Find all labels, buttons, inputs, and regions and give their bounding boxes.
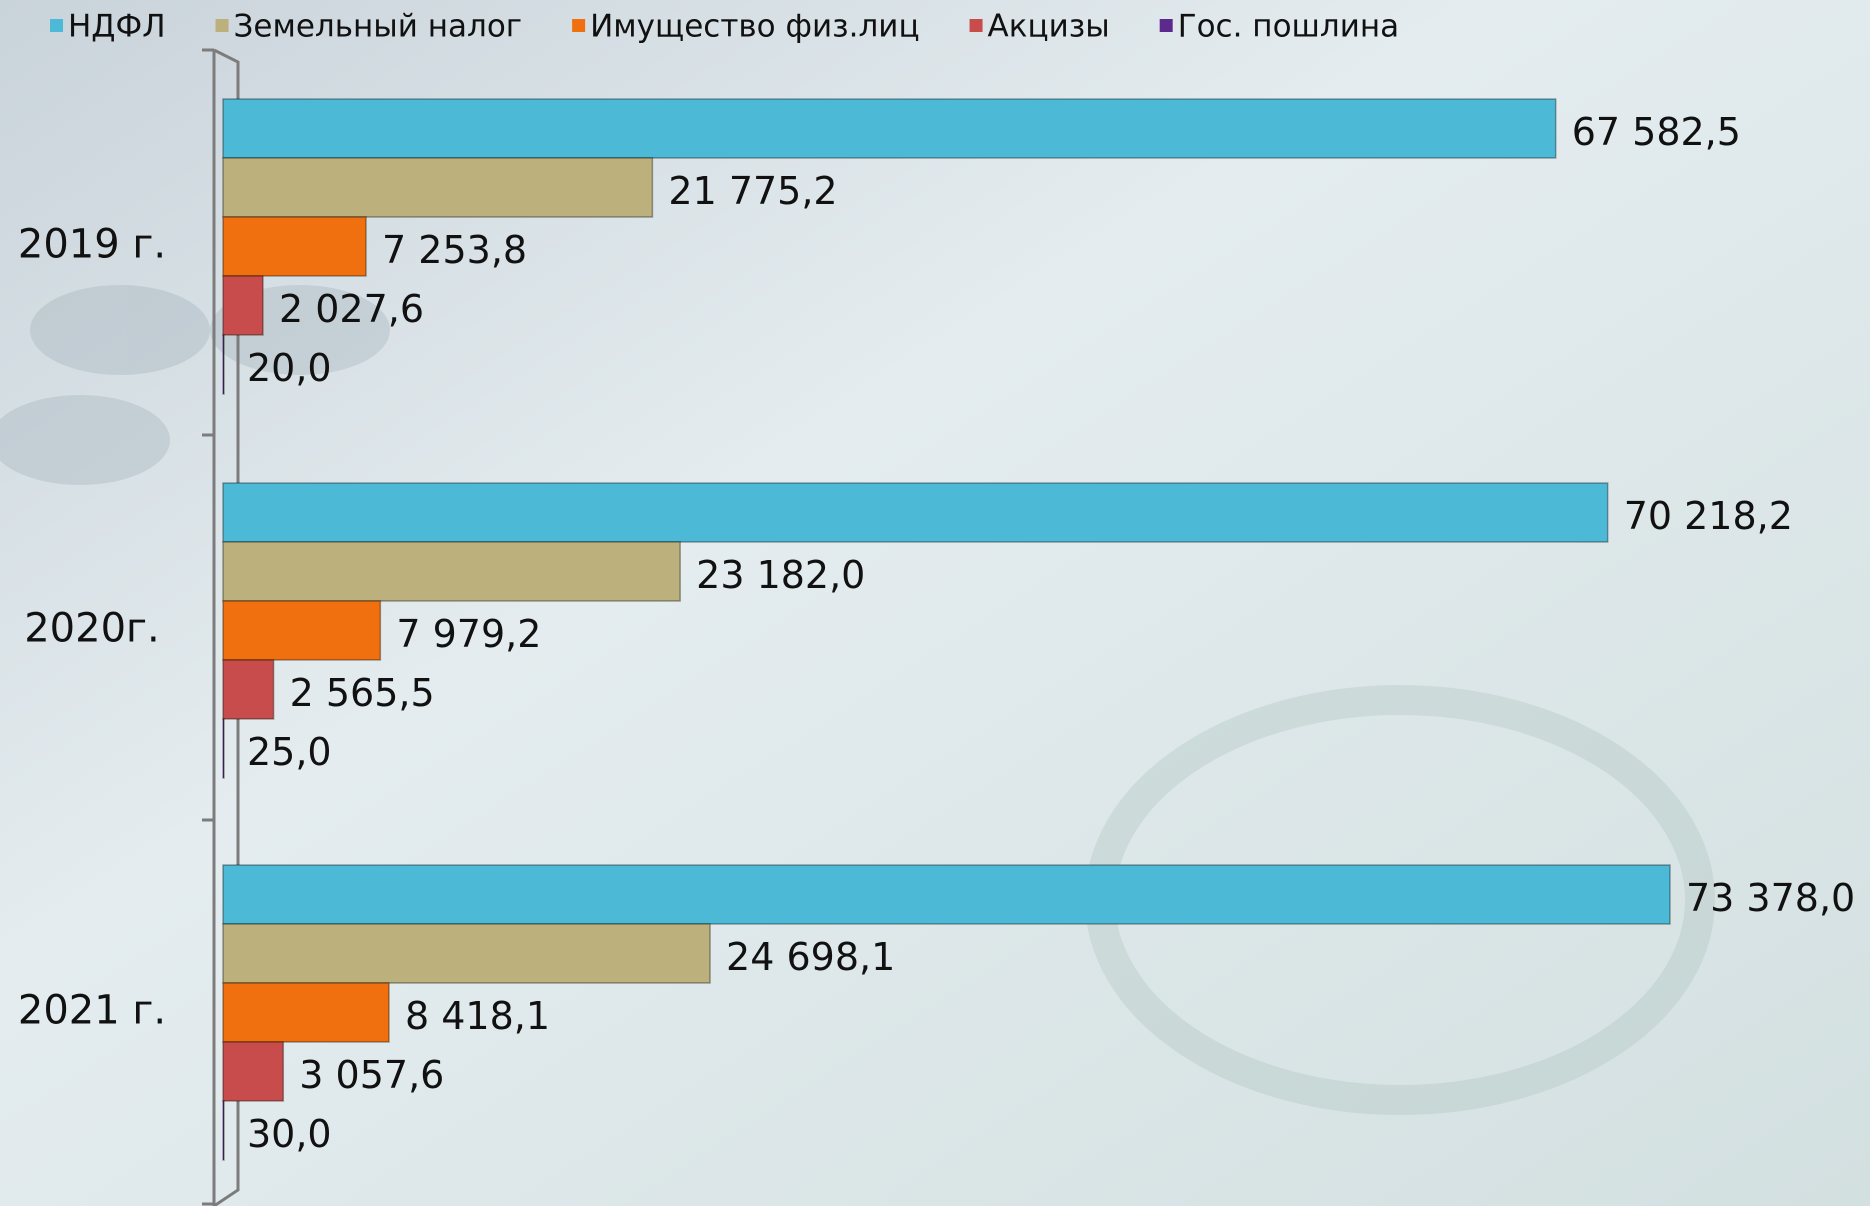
bar: [222, 1100, 225, 1161]
bar: [222, 482, 1609, 543]
value-label: 2 565,5: [290, 671, 435, 715]
value-label: 24 698,1: [726, 935, 895, 979]
bar: [222, 216, 367, 277]
value-label: 20,0: [247, 346, 332, 390]
bar: [222, 600, 382, 661]
value-label: 2 027,6: [279, 287, 424, 331]
value-label: 21 775,2: [668, 169, 837, 213]
bar: [222, 923, 711, 984]
legend-label: Земельный налог: [234, 9, 523, 45]
bar: [222, 1041, 285, 1102]
legend-swatch: [969, 19, 983, 32]
legend-swatch: [215, 19, 229, 32]
bar: [222, 98, 1557, 159]
legend-label: Гос. пошлина: [1178, 9, 1399, 45]
legend-swatch: [50, 19, 63, 32]
value-label: 73 378,0: [1686, 876, 1855, 920]
bar: [222, 275, 264, 336]
bar: [222, 659, 275, 720]
value-label: 67 582,5: [1572, 110, 1741, 154]
bar: [222, 982, 390, 1043]
legend-swatch: [572, 19, 586, 32]
value-label: 7 253,8: [382, 228, 527, 272]
value-label: 7 979,2: [396, 612, 541, 656]
legend-label: Акцизы: [988, 9, 1110, 45]
bar: [222, 334, 225, 395]
value-label: 23 182,0: [696, 553, 865, 597]
bar: [222, 541, 681, 602]
value-label: 25,0: [247, 730, 332, 774]
category-label: 2020г.: [24, 606, 160, 652]
bar: [222, 157, 654, 218]
legend-label: НДФЛ: [68, 9, 166, 45]
category-label: 2019 г.: [18, 222, 166, 268]
category-label: 2021 г.: [18, 988, 166, 1034]
legend-swatch: [1159, 19, 1173, 32]
bar: [222, 864, 1671, 925]
bar: [222, 718, 225, 779]
legend-label: Имущество физ.лиц: [590, 9, 919, 45]
value-label: 3 057,6: [299, 1053, 444, 1097]
value-label: 8 418,1: [405, 994, 550, 1038]
value-label: 30,0: [247, 1112, 332, 1156]
value-label: 70 218,2: [1624, 494, 1793, 538]
